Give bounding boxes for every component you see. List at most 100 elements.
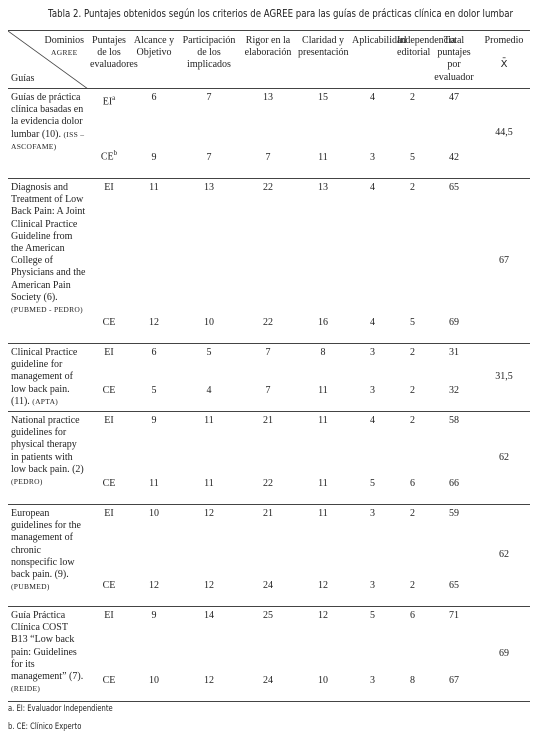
score-cell: 9: [151, 415, 157, 427]
score-cell: 3: [370, 508, 375, 520]
column-header: Puntajes de los evaluadores: [88, 30, 138, 89]
corner-cell: Dominios AGREE Guías: [8, 30, 88, 89]
table-row: National practice guidelines for physica…: [8, 411, 530, 506]
score-cell: 4: [178, 377, 240, 413]
evaluator-cell: CE: [88, 654, 130, 703]
guide-source: (PUBMED): [11, 582, 50, 592]
evaluator: CE: [102, 674, 116, 686]
guide-cell: Diagnosis and Treatment of Low Back Pain…: [8, 178, 88, 344]
column-header: Total puntajes por evaluador: [430, 30, 478, 89]
guide-source: (ISS – ASCOFAME): [11, 129, 85, 151]
column-header: Independencia editorial: [395, 30, 455, 89]
evaluator: CE: [102, 477, 116, 489]
score-cell: 3: [350, 377, 395, 413]
guide-source: (APTA): [32, 396, 59, 406]
score-cell: 12: [178, 555, 240, 608]
score-cell: 10: [296, 654, 350, 703]
score-cell: 65: [449, 182, 459, 193]
score-cell: 7: [240, 133, 296, 179]
score-cell: 10: [130, 654, 178, 703]
evaluator-cell: CEb: [88, 133, 130, 179]
score-cell: 11: [318, 415, 328, 427]
column-header: Promedio X̄: [478, 30, 530, 89]
column-header: Claridad y presentación: [296, 30, 350, 89]
score-cell: 3: [350, 133, 395, 179]
score-cell: 11: [178, 458, 240, 506]
score-cell: 47: [449, 92, 459, 103]
guide-name: National practice guidelines for physica…: [11, 415, 84, 475]
score-cell: 69: [430, 261, 478, 344]
column-header: Rigor en la elaboración: [240, 30, 296, 89]
score-cell: 15: [318, 92, 328, 103]
score-cell: 12: [130, 261, 178, 344]
score-cell: 4: [370, 182, 375, 193]
score-cell: 10: [178, 261, 240, 344]
score-cell: 21: [263, 415, 273, 427]
score-cell: 6: [151, 92, 157, 103]
evaluator-cell: EI: [88, 179, 130, 262]
score-cell: 7: [240, 377, 296, 413]
score-cell: 12: [318, 610, 328, 622]
table-row: CE 12 12 24 12 3 2 65: [8, 555, 530, 608]
score-cell: 5: [206, 347, 212, 358]
evaluator: CE: [102, 316, 116, 328]
corner-top-label: Dominios: [44, 35, 84, 46]
score-cell: 11: [149, 182, 159, 193]
evaluator-cell: EIa: [88, 89, 130, 134]
average-cell: 62: [478, 504, 530, 608]
guide-name: European guidelines for the management o…: [11, 508, 81, 581]
score-cell: 4: [370, 92, 375, 103]
guide-name: Guías de práctica clínica basadas en la …: [11, 92, 84, 140]
average-symbol: X̄: [500, 59, 508, 71]
score-cell: 11: [296, 133, 350, 179]
evaluator: EI: [104, 610, 114, 622]
average-cell: 69: [478, 606, 530, 703]
evaluator-cell: CE: [88, 377, 130, 413]
score-cell: 71: [449, 610, 459, 622]
table-row: CE 11 11 22 11 5 6 66: [8, 458, 530, 506]
average-cell: 31,5: [478, 343, 530, 413]
score-cell: 13: [204, 182, 214, 193]
score-cell: 4: [350, 261, 395, 344]
score-cell: 2: [395, 555, 430, 608]
footnote-mark: a: [112, 94, 116, 102]
table-row: Guía Práctica Clínica COST B13 “Low back…: [8, 606, 530, 703]
score-cell: 9: [151, 610, 157, 622]
score-cell: 2: [410, 182, 415, 193]
evaluator: EI: [104, 508, 114, 520]
score-cell: 6: [151, 347, 157, 358]
footnote: a. EI: Evaluador Independiente: [8, 704, 113, 714]
guide-name: Diagnosis and Treatment of Low Back Pain…: [11, 182, 86, 303]
guide-cell: European guidelines for the management o…: [8, 504, 88, 608]
score-cell: 16: [296, 261, 350, 344]
evaluator-cell: CE: [88, 555, 130, 608]
score-cell: 8: [320, 347, 326, 358]
score-cell: 42: [430, 133, 478, 179]
table-row: CE 5 4 7 11 3 2 32: [8, 377, 530, 413]
score-cell: 2: [410, 347, 415, 358]
score-cell: 14: [204, 610, 214, 622]
column-header: Alcance y Objetivo: [130, 30, 178, 89]
score-cell: 4: [370, 415, 375, 427]
evaluator-cell: EI: [88, 505, 130, 556]
average-cell: 67: [478, 178, 530, 344]
score-cell: 24: [240, 555, 296, 608]
guide-cell: Guías de práctica clínica basadas en la …: [8, 88, 88, 179]
score-cell: 6: [395, 458, 430, 506]
score-cell: 11: [318, 508, 328, 520]
score-cell: 11: [204, 415, 214, 427]
corner-bottom: Guías: [11, 72, 35, 84]
header-row: Dominios AGREE Guías Puntajes de los eval…: [8, 30, 530, 89]
average-header: Promedio: [484, 35, 524, 46]
evaluator: EI: [104, 415, 114, 427]
evaluator-cell: EI: [88, 344, 130, 378]
table-row: Diagnosis and Treatment of Low Back Pain…: [8, 178, 530, 344]
table-title: Tabla 2. Puntajes obtenidos según los cr…: [48, 8, 514, 20]
score-cell: 22: [263, 182, 273, 193]
score-cell: 2: [410, 415, 415, 427]
score-cell: 2: [395, 377, 430, 413]
guide-source: (REIDE): [11, 684, 41, 694]
corner-top: Dominios AGREE: [45, 35, 84, 59]
score-cell: 7: [206, 92, 212, 103]
